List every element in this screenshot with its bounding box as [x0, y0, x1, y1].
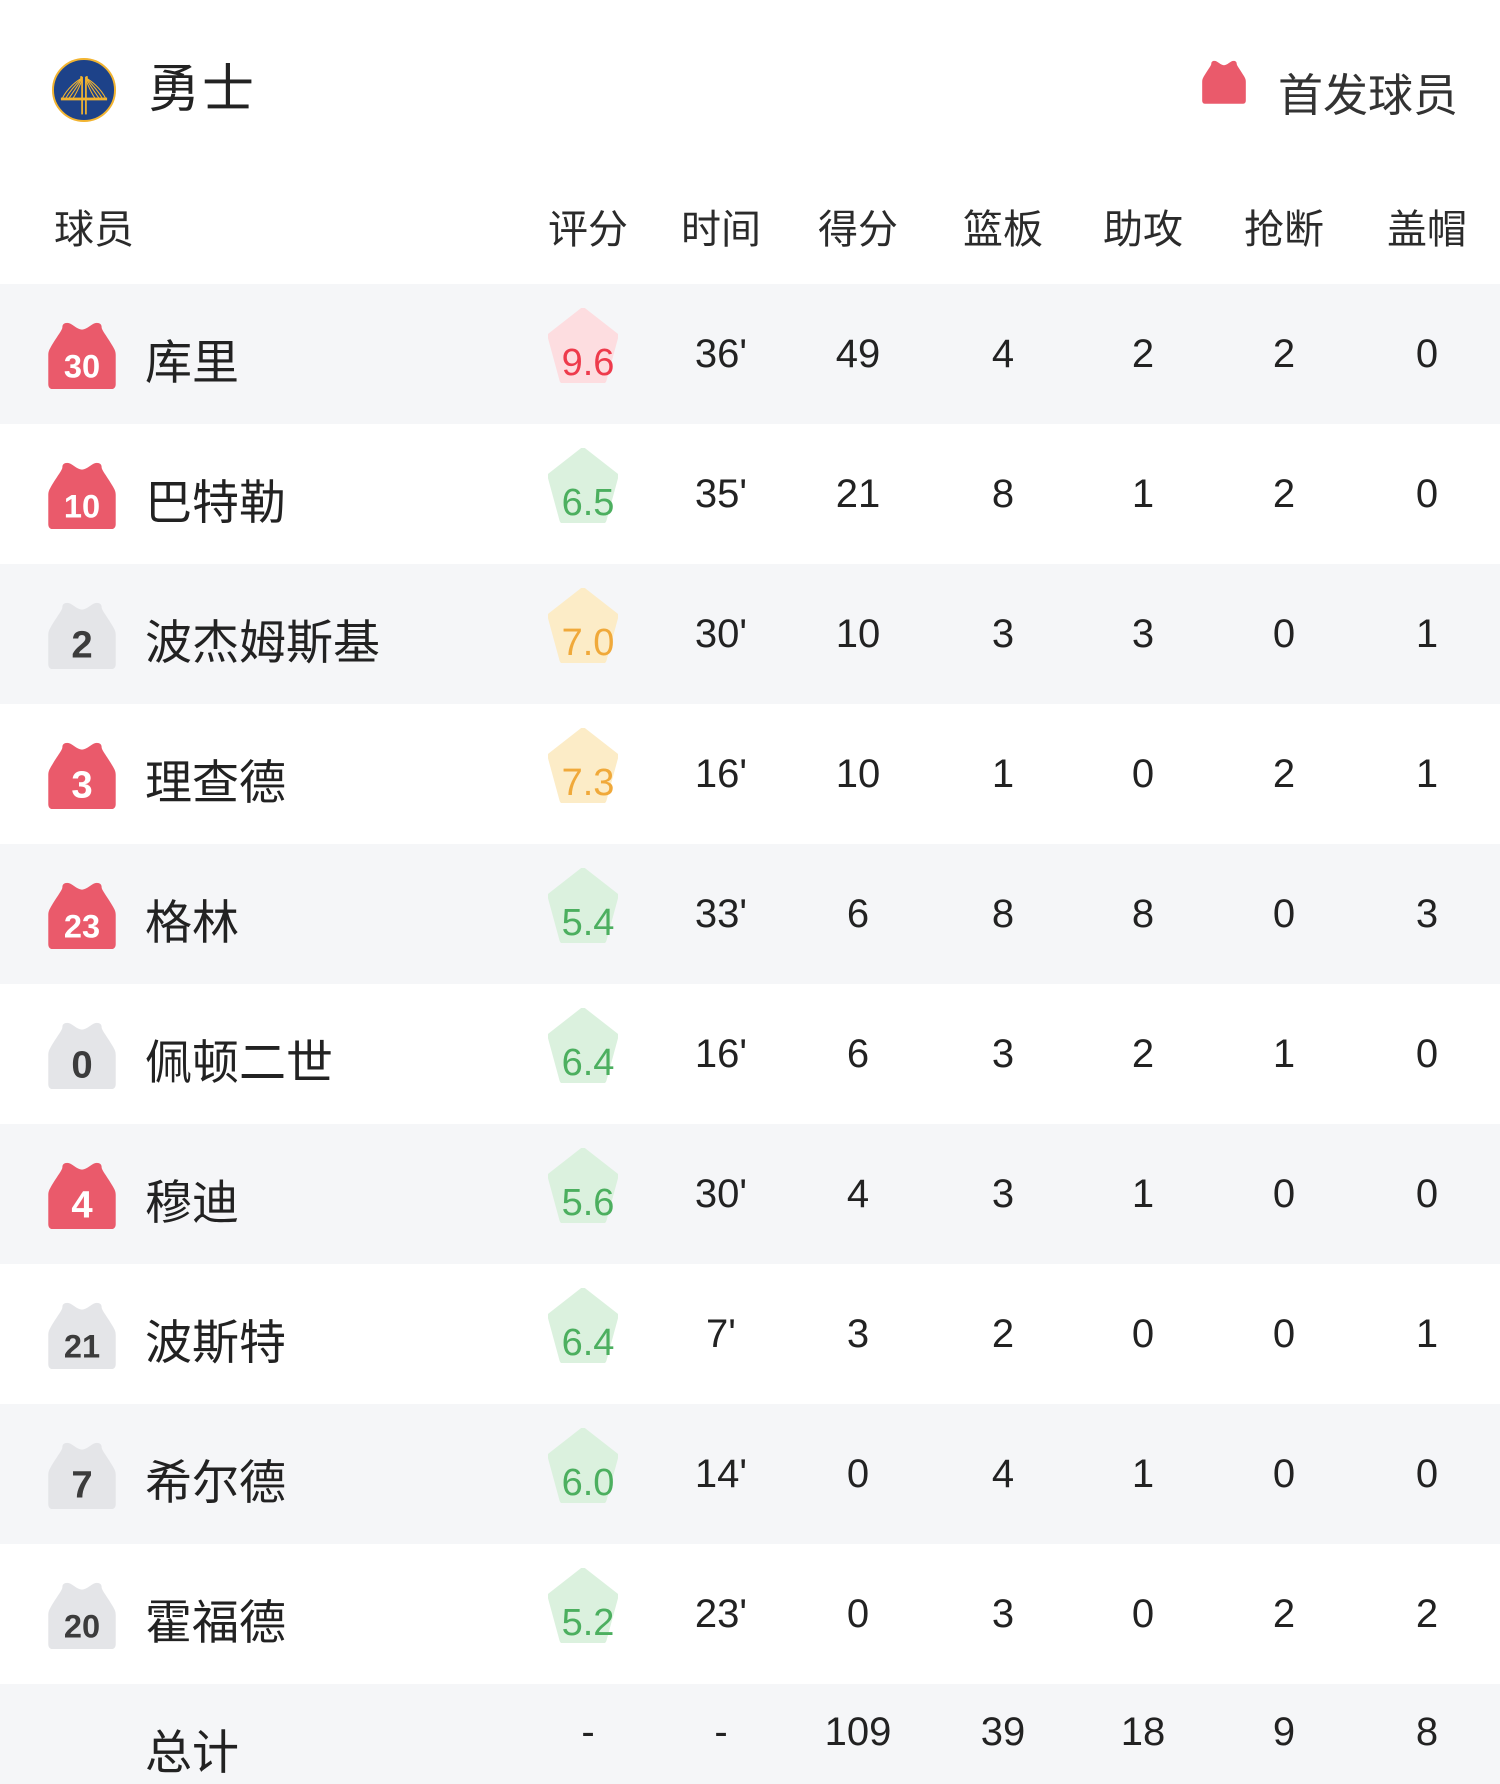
svg-text:30: 30	[64, 349, 100, 385]
svg-text:2: 2	[71, 624, 92, 667]
svg-text:0: 0	[71, 1044, 92, 1087]
svg-text:7: 7	[71, 1464, 92, 1507]
svg-text:23: 23	[64, 909, 100, 945]
svg-text:10: 10	[64, 489, 100, 525]
svg-text:20: 20	[64, 1609, 100, 1645]
svg-text:21: 21	[64, 1329, 100, 1365]
svg-text:3: 3	[71, 764, 92, 807]
svg-text:4: 4	[71, 1184, 93, 1227]
